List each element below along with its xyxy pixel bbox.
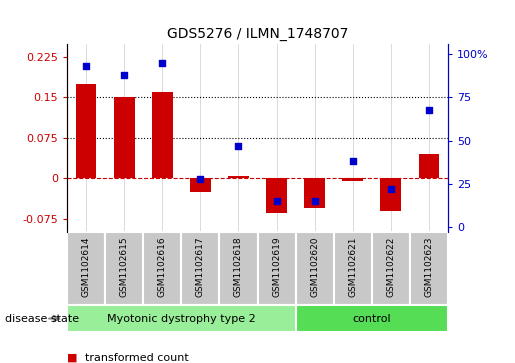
Text: transformed count: transformed count: [85, 352, 188, 363]
Text: GSM1102616: GSM1102616: [158, 237, 167, 298]
Point: [387, 186, 395, 192]
Bar: [143, 232, 181, 305]
Point: [196, 176, 204, 182]
Point: [349, 158, 357, 164]
Text: ■: ■: [67, 352, 81, 363]
Text: GSM1102622: GSM1102622: [386, 237, 396, 297]
Text: GSM1102623: GSM1102623: [424, 237, 434, 297]
Bar: [67, 305, 296, 332]
Bar: [228, 176, 249, 178]
Bar: [334, 232, 372, 305]
Bar: [105, 232, 143, 305]
Bar: [381, 178, 401, 211]
Bar: [258, 232, 296, 305]
Title: GDS5276 / ILMN_1748707: GDS5276 / ILMN_1748707: [167, 27, 348, 41]
Bar: [152, 92, 173, 178]
Text: Myotonic dystrophy type 2: Myotonic dystrophy type 2: [107, 314, 255, 323]
Bar: [67, 232, 105, 305]
Text: GSM1102617: GSM1102617: [196, 237, 205, 298]
Bar: [419, 154, 439, 178]
Text: GSM1102620: GSM1102620: [310, 237, 319, 297]
Bar: [296, 305, 448, 332]
Point: [82, 64, 90, 69]
Point: [311, 198, 319, 204]
Text: disease state: disease state: [5, 314, 79, 323]
Bar: [114, 98, 134, 178]
Bar: [219, 232, 258, 305]
Bar: [372, 232, 410, 305]
Text: GSM1102619: GSM1102619: [272, 237, 281, 298]
Point: [425, 107, 433, 113]
Bar: [410, 232, 448, 305]
Point: [120, 72, 128, 78]
Bar: [190, 178, 211, 192]
Text: GSM1102614: GSM1102614: [81, 237, 91, 297]
Bar: [304, 178, 325, 208]
Point: [158, 60, 166, 66]
Point: [234, 143, 243, 149]
Text: GSM1102618: GSM1102618: [234, 237, 243, 298]
Bar: [181, 232, 219, 305]
Point: [272, 198, 281, 204]
Bar: [342, 178, 363, 181]
Text: GSM1102615: GSM1102615: [119, 237, 129, 298]
Bar: [266, 178, 287, 213]
Bar: [296, 232, 334, 305]
Text: GSM1102621: GSM1102621: [348, 237, 357, 297]
Text: control: control: [352, 314, 391, 323]
Bar: [76, 84, 96, 178]
